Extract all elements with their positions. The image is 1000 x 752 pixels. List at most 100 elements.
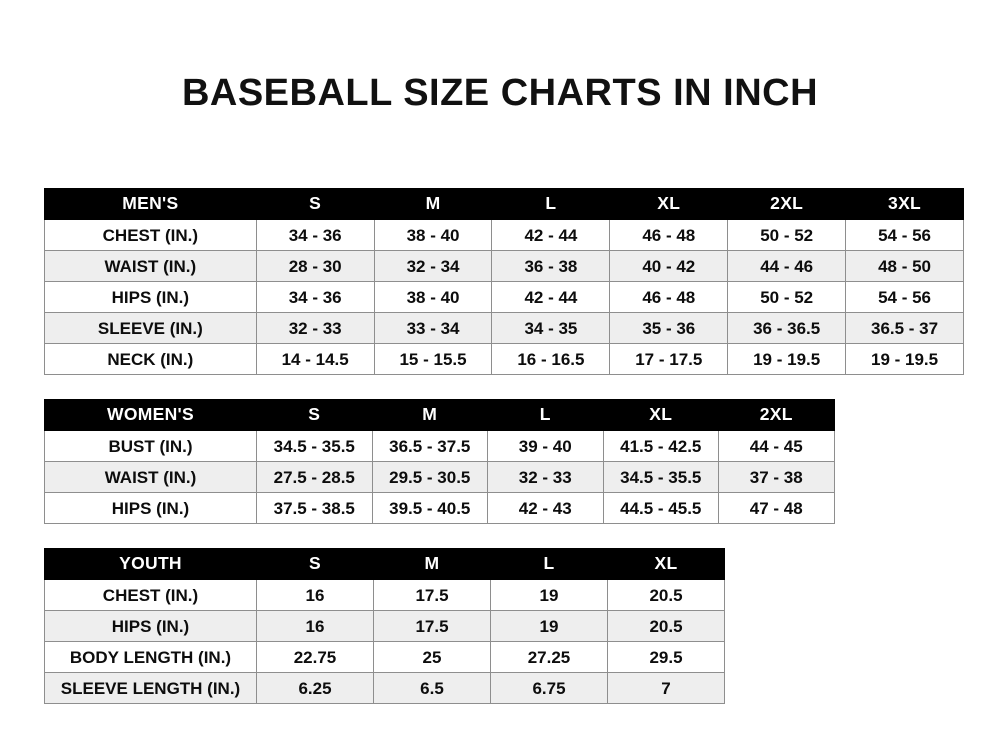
youth-hips-l: 19 [490,610,608,642]
mens-neck-3xl: 19 - 19.5 [845,343,964,375]
mens-waist-2xl: 44 - 46 [727,250,847,282]
womens-row-label-waist: WAIST (IN.) [44,461,257,493]
mens-hips-3xl: 54 - 56 [845,281,964,313]
youth-chest-xl: 20.5 [607,579,725,611]
mens-sleeve-l: 34 - 35 [491,312,611,344]
womens-bust-2xl: 44 - 45 [718,430,835,462]
youth-sleeve-length-s: 6.25 [256,672,374,704]
womens-row-label-hips: HIPS (IN.) [44,492,257,524]
mens-neck-xl: 17 - 17.5 [609,343,729,375]
mens-waist-3xl: 48 - 50 [845,250,964,282]
womens-bust-m: 36.5 - 37.5 [371,430,488,462]
youth-size-header-l: L [490,548,608,580]
womens-size-header-s: S [256,399,373,431]
mens-neck-2xl: 19 - 19.5 [727,343,847,375]
mens-size-header-m: M [373,188,493,220]
mens-row-label-sleeve: SLEEVE (IN.) [44,312,257,344]
mens-header-row: MEN'S S M L XL 2XL 3XL [44,188,964,220]
mens-waist-m: 32 - 34 [373,250,493,282]
table-row: WAIST (IN.) 27.5 - 28.5 29.5 - 30.5 32 -… [44,461,835,493]
mens-sleeve-xl: 35 - 36 [609,312,729,344]
table-row: HIPS (IN.) 16 17.5 19 20.5 [44,610,725,642]
mens-row-label-neck: NECK (IN.) [44,343,257,375]
womens-size-table: WOMEN'S S M L XL 2XL BUST (IN.) 34.5 - 3… [44,399,835,524]
mens-row-label-waist: WAIST (IN.) [44,250,257,282]
mens-hips-m: 38 - 40 [373,281,493,313]
youth-sleeve-length-m: 6.5 [373,672,491,704]
page-title: BASEBALL SIZE CHARTS IN INCH [181,72,819,114]
womens-hips-s: 37.5 - 38.5 [256,492,373,524]
youth-corner-label: YOUTH [44,548,257,580]
womens-size-header-2xl: 2XL [718,399,835,431]
youth-size-header-s: S [256,548,374,580]
mens-chest-xl: 46 - 48 [609,219,729,251]
youth-hips-xl: 20.5 [607,610,725,642]
youth-row-label-hips: HIPS (IN.) [44,610,257,642]
youth-body-length-m: 25 [373,641,491,673]
youth-size-header-m: M [373,548,491,580]
mens-chest-3xl: 54 - 56 [845,219,964,251]
mens-neck-s: 14 - 14.5 [255,343,375,375]
mens-hips-2xl: 50 - 52 [727,281,847,313]
mens-size-header-2xl: 2XL [727,188,847,220]
youth-chest-l: 19 [490,579,608,611]
womens-table-body: BUST (IN.) 34.5 - 35.5 36.5 - 37.5 39 - … [44,430,835,524]
mens-sleeve-3xl: 36.5 - 37 [845,312,964,344]
size-tables-container: MEN'S S M L XL 2XL 3XL CHEST (IN.) 34 - … [44,188,964,704]
mens-hips-s: 34 - 36 [255,281,375,313]
table-row: SLEEVE (IN.) 32 - 33 33 - 34 34 - 35 35 … [44,312,964,344]
mens-size-header-s: S [255,188,375,220]
womens-hips-xl: 44.5 - 45.5 [602,492,719,524]
mens-corner-label: MEN'S [44,188,257,220]
womens-hips-l: 42 - 43 [487,492,604,524]
womens-table-head: WOMEN'S S M L XL 2XL [44,399,835,431]
table-row: HIPS (IN.) 34 - 36 38 - 40 42 - 44 46 - … [44,281,964,313]
mens-size-header-3xl: 3XL [845,188,964,220]
youth-chest-s: 16 [256,579,374,611]
youth-body-length-xl: 29.5 [607,641,725,673]
youth-row-label-body-length: BODY LENGTH (IN.) [44,641,257,673]
mens-sleeve-2xl: 36 - 36.5 [727,312,847,344]
womens-hips-m: 39.5 - 40.5 [371,492,488,524]
mens-size-table: MEN'S S M L XL 2XL 3XL CHEST (IN.) 34 - … [44,188,964,375]
mens-size-header-xl: XL [609,188,729,220]
youth-size-header-xl: XL [607,548,725,580]
table-row: WAIST (IN.) 28 - 30 32 - 34 36 - 38 40 -… [44,250,964,282]
youth-hips-m: 17.5 [373,610,491,642]
womens-waist-m: 29.5 - 30.5 [371,461,488,493]
mens-hips-xl: 46 - 48 [609,281,729,313]
womens-hips-2xl: 47 - 48 [718,492,835,524]
womens-waist-2xl: 37 - 38 [718,461,835,493]
mens-waist-xl: 40 - 42 [609,250,729,282]
mens-chest-2xl: 50 - 52 [727,219,847,251]
womens-bust-l: 39 - 40 [487,430,604,462]
womens-waist-l: 32 - 33 [487,461,604,493]
youth-hips-s: 16 [256,610,374,642]
womens-waist-s: 27.5 - 28.5 [256,461,373,493]
mens-neck-m: 15 - 15.5 [373,343,493,375]
womens-header-row: WOMEN'S S M L XL 2XL [44,399,835,431]
youth-row-label-chest: CHEST (IN.) [44,579,257,611]
table-row: NECK (IN.) 14 - 14.5 15 - 15.5 16 - 16.5… [44,343,964,375]
mens-waist-s: 28 - 30 [255,250,375,282]
womens-size-header-xl: XL [602,399,719,431]
womens-size-header-m: M [371,399,488,431]
table-row: BUST (IN.) 34.5 - 35.5 36.5 - 37.5 39 - … [44,430,835,462]
youth-body-length-l: 27.25 [490,641,608,673]
womens-corner-label: WOMEN'S [44,399,257,431]
youth-size-table: YOUTH S M L XL CHEST (IN.) 16 17.5 19 20… [44,548,725,704]
mens-neck-l: 16 - 16.5 [491,343,611,375]
mens-table-head: MEN'S S M L XL 2XL 3XL [44,188,964,220]
mens-size-header-l: L [491,188,611,220]
table-row: HIPS (IN.) 37.5 - 38.5 39.5 - 40.5 42 - … [44,492,835,524]
table-row: SLEEVE LENGTH (IN.) 6.25 6.5 6.75 7 [44,672,725,704]
mens-row-label-chest: CHEST (IN.) [44,219,257,251]
womens-bust-xl: 41.5 - 42.5 [602,430,719,462]
table-row: CHEST (IN.) 34 - 36 38 - 40 42 - 44 46 -… [44,219,964,251]
womens-bust-s: 34.5 - 35.5 [256,430,373,462]
mens-chest-m: 38 - 40 [373,219,493,251]
mens-sleeve-m: 33 - 34 [373,312,493,344]
youth-header-row: YOUTH S M L XL [44,548,725,580]
youth-row-label-sleeve-length: SLEEVE LENGTH (IN.) [44,672,257,704]
